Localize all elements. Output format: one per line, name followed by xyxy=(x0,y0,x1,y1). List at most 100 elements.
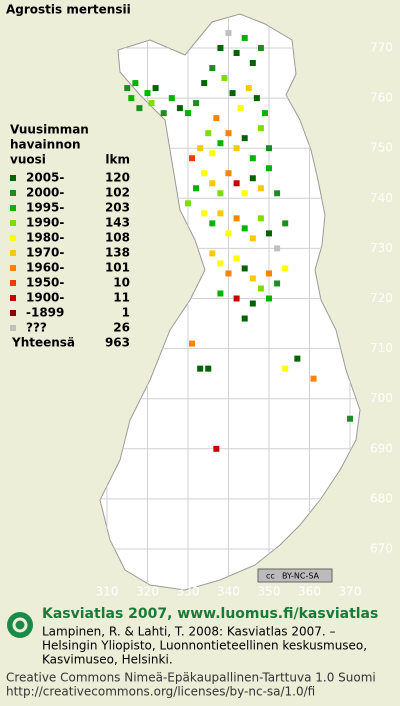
grid-cell xyxy=(347,415,353,422)
legend-count: 11 xyxy=(113,291,130,305)
legend-label: 2000- xyxy=(26,186,64,200)
grid-cell xyxy=(294,355,301,362)
legend-swatch xyxy=(10,280,16,286)
grid-cell xyxy=(225,230,232,237)
citation: Helsingin Yliopisto, Luonnontieteellinen… xyxy=(42,639,367,653)
grid-cell xyxy=(237,105,244,112)
grid-cell xyxy=(193,185,200,192)
y-tick-label: 750 xyxy=(370,141,393,155)
grid-cell xyxy=(233,215,240,222)
grid-cell xyxy=(144,90,151,97)
legend-label: 1900- xyxy=(26,291,64,305)
grid-cell xyxy=(266,230,272,237)
grid-cell xyxy=(128,95,135,102)
grid-cell xyxy=(274,190,281,197)
legend-count: 138 xyxy=(105,246,130,260)
grid-cell xyxy=(282,365,289,372)
grid-cell xyxy=(257,285,264,292)
grid-cell xyxy=(249,300,256,307)
grid-cell xyxy=(136,105,143,112)
grid-cell xyxy=(225,130,232,137)
cc-badge: cc BY-NC-SA xyxy=(257,568,333,583)
grid-cell xyxy=(249,60,256,67)
legend-swatch xyxy=(10,310,16,316)
grid-cell xyxy=(225,270,232,277)
grid-cell xyxy=(266,270,272,277)
legend-swatch xyxy=(10,175,16,181)
grid-cell xyxy=(209,220,216,227)
grid-cell xyxy=(185,200,191,207)
grid-cell xyxy=(197,145,204,152)
grid-cell xyxy=(241,34,248,41)
legend-label: -1899 xyxy=(26,306,64,320)
grid-cell xyxy=(233,50,240,57)
grid-cell xyxy=(209,65,216,72)
legend-count: 143 xyxy=(105,216,130,230)
grid-cell xyxy=(209,180,216,187)
license: Creative Commons Nimeä-Epäkaupallinen-Ta… xyxy=(6,671,376,685)
legend-swatch xyxy=(10,295,16,301)
grid-cell xyxy=(185,110,191,117)
legend-total-label: Yhteensä xyxy=(11,336,75,350)
legend-count: 101 xyxy=(105,261,130,275)
x-tick-label: 320 xyxy=(136,585,159,599)
grid-cell xyxy=(201,170,208,177)
grid-cell xyxy=(217,290,224,297)
legend-label: 1950- xyxy=(26,276,64,290)
grid-cell xyxy=(249,175,256,182)
grid-cell xyxy=(209,150,216,157)
grid-cell xyxy=(233,145,240,152)
grid-cell xyxy=(266,295,272,302)
grid-cell xyxy=(245,85,252,92)
legend-swatch xyxy=(10,235,16,241)
grid-cell xyxy=(205,365,212,372)
grid-cell xyxy=(217,140,224,147)
grid-cell xyxy=(257,125,264,132)
grid-cell xyxy=(249,155,256,162)
grid-cell xyxy=(209,250,216,257)
grid-cell xyxy=(213,115,220,122)
cells xyxy=(124,29,353,452)
grid-cell xyxy=(217,210,224,217)
grid-cell xyxy=(225,29,232,36)
grid-cell xyxy=(241,315,248,322)
grid-cell xyxy=(261,110,268,117)
grid-cell xyxy=(274,280,281,287)
y-tick-label: 670 xyxy=(370,542,393,556)
badge-text: BY-NC-SA xyxy=(282,572,320,581)
legend-header: havainnon xyxy=(10,138,81,152)
grid-cell xyxy=(249,275,256,282)
legend-total: 963 xyxy=(105,336,130,350)
grid-cell xyxy=(189,340,196,347)
grid-cell xyxy=(241,265,248,272)
legend-label: 1960- xyxy=(26,261,64,275)
legend-count: 108 xyxy=(105,231,130,245)
legend-swatch xyxy=(10,220,16,226)
legend-swatch xyxy=(10,205,16,211)
grid-cell xyxy=(257,185,264,192)
y-tick-label: 710 xyxy=(370,341,393,355)
legend-swatch xyxy=(10,265,16,271)
legend-label: 1970- xyxy=(26,246,64,260)
x-tick-label: 340 xyxy=(217,585,240,599)
grid-cell xyxy=(168,95,175,102)
grid-cell xyxy=(193,100,200,107)
legend-label: 1990- xyxy=(26,216,64,230)
grid-cell xyxy=(132,80,139,87)
legend-swatch xyxy=(10,190,16,196)
grid-cell xyxy=(225,170,232,177)
legend-count: 203 xyxy=(105,201,130,215)
x-tick-label: 370 xyxy=(339,585,362,599)
y-tick-label: 760 xyxy=(370,91,393,105)
legend: 2005- 120 2000- 102 1995- 203 1990- 143 1980- 108… xyxy=(10,171,130,350)
legend-count: 120 xyxy=(105,171,130,185)
x-tick-label: 330 xyxy=(177,585,200,599)
grid-cell xyxy=(217,45,224,51)
legend-label: 2005- xyxy=(26,171,64,185)
y-tick-label: 680 xyxy=(370,491,393,505)
grid-cell xyxy=(160,110,167,117)
grid-cell xyxy=(189,155,196,162)
legend-swatch xyxy=(10,325,16,331)
legend-header: vuosi xyxy=(10,153,46,167)
